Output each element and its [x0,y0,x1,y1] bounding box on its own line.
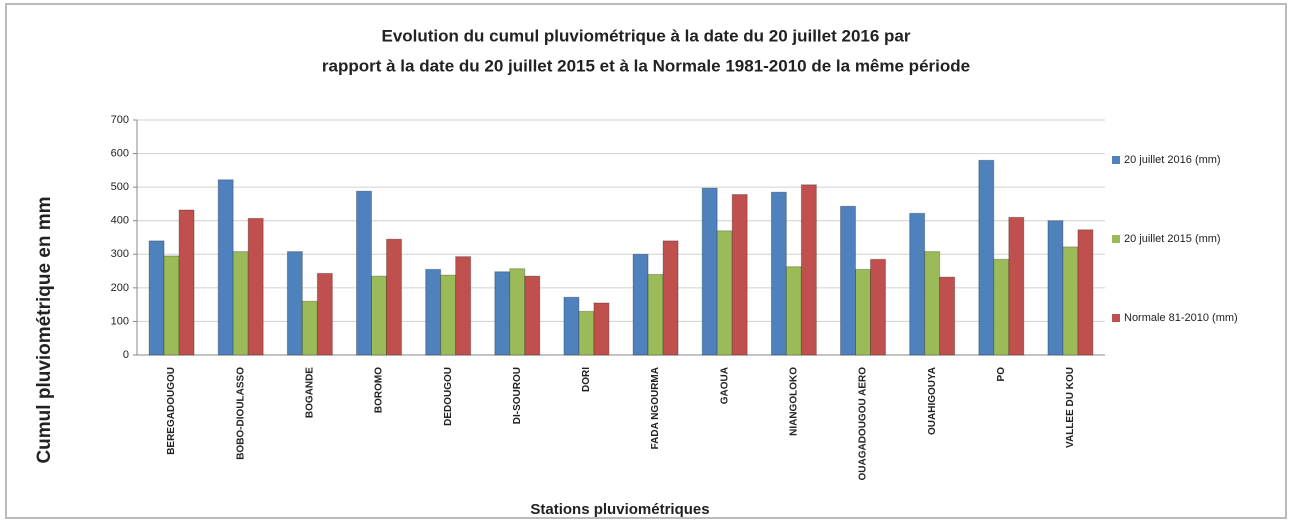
bar [840,205,856,356]
y-tick-label: 500 [111,181,129,193]
bar [632,253,649,356]
y-tick-label: 300 [111,248,129,260]
bar [148,240,165,356]
bar [800,184,817,356]
y-tick-label: 400 [111,215,129,227]
bar [247,217,264,356]
bar [1008,216,1025,356]
bar [978,159,995,356]
bar [440,274,457,356]
bar [178,209,195,356]
bar [939,276,956,356]
bar [593,302,610,356]
legend-swatch [1112,235,1120,243]
x-tick-label: DI-SOUROU [512,367,523,424]
x-tick-label: PO [996,367,1007,382]
bar [1077,229,1094,356]
x-tick-label: OUAGADOUGOU AERO [858,367,869,481]
bar [662,240,679,356]
legend-label: Normale 81-2010 (mm) [1124,312,1238,324]
bar [455,256,472,356]
legend-swatch [1112,156,1120,164]
y-tick-label: 600 [111,147,129,159]
bar [425,268,442,356]
x-tick-label: BOROMO [374,367,385,413]
x-tick-label: BOBO-DIOULASSO [235,367,246,460]
chart-title: Evolution du cumul pluviométrique à la d… [381,26,910,45]
bar [232,251,249,356]
bar [524,275,541,356]
y-tick-label: 100 [111,315,129,327]
bar [870,258,886,356]
bar [509,268,526,356]
x-tick-label: DEDOUGOU [443,367,454,426]
bar [356,190,372,356]
x-tick-label: OUAHIGOUYA [927,367,938,435]
x-tick-label: BEREGADOUGOU [166,367,177,455]
bar [578,310,595,356]
bar [924,251,941,356]
bar [386,238,402,356]
legend-label: 20 juillet 2015 (mm) [1124,233,1221,245]
bar [731,194,748,356]
x-axis-label: Stations pluviométriques [530,501,709,518]
bar [855,268,871,356]
bar [993,258,1010,356]
x-tick-label: FADA NGOURMA [650,367,661,449]
x-tick-label: VALLEE DU KOU [1065,367,1076,448]
y-tick-label: 0 [123,349,129,361]
y-axis-label: Cumul pluviométrique en mm [34,196,55,463]
x-tick-label: BOGANDE [304,367,315,418]
bar [701,187,718,356]
bar [909,212,926,356]
chart-title: rapport à la date du 20 juillet 2015 et … [322,56,970,75]
bar [647,273,664,356]
bar [316,272,333,356]
bar [494,271,511,356]
x-tick-label: NIANGOLOKO [788,367,799,436]
bar [301,300,318,356]
y-tick-label: 200 [111,282,129,294]
x-tick-label: DORI [581,367,592,392]
bar [1047,220,1064,356]
bar [163,255,180,356]
bar [563,296,580,356]
y-tick-label: 700 [111,114,129,126]
bar [770,191,787,356]
bar [217,179,234,356]
bar [371,275,387,356]
bar [286,251,303,356]
bar [785,266,802,356]
legend-label: 20 juillet 2016 (mm) [1124,154,1221,166]
x-tick-label: GAOUA [719,367,730,404]
legend-swatch [1112,314,1120,322]
bar [716,230,733,356]
bar [1062,246,1079,356]
